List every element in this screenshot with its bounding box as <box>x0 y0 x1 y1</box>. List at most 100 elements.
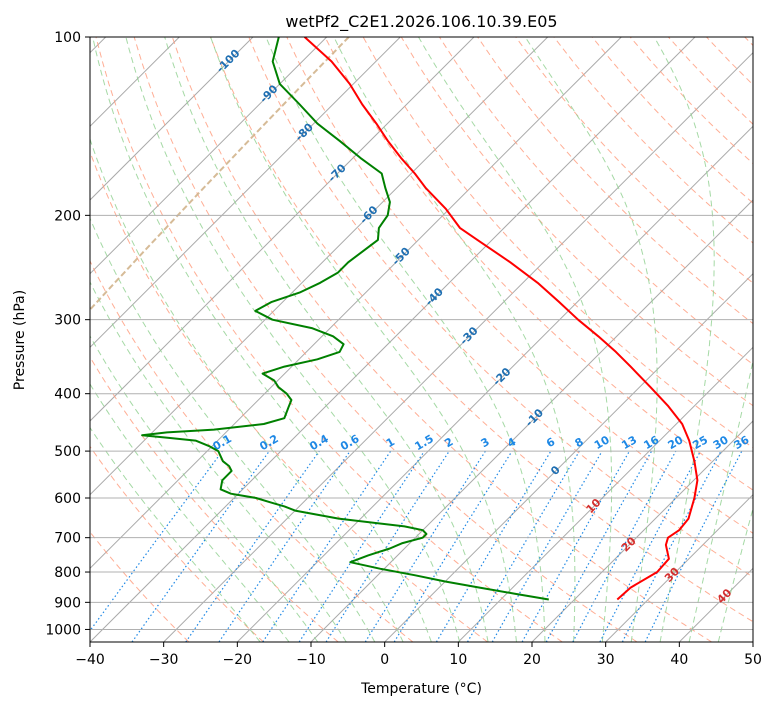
dry-adiabat-line <box>668 37 753 125</box>
x-tick-label: −30 <box>149 652 179 668</box>
moist-adiabat-line <box>90 137 404 642</box>
isotherm-label: -60 <box>357 203 380 226</box>
moist-adiabat-line <box>90 280 347 642</box>
mixing-ratio-label: 0.6 <box>338 432 362 453</box>
dry-adiabat-line <box>248 37 753 578</box>
moist-adiabat-line <box>210 37 517 642</box>
plot-frame <box>89 36 754 643</box>
moist-adiabat-line <box>717 506 753 642</box>
mixing-ratio-label: 0.1 <box>210 432 233 453</box>
mixing-ratio-line <box>262 450 392 642</box>
dry-adiabat-line <box>706 37 753 86</box>
mixing-ratio-label-text: 16 <box>641 433 661 452</box>
isotherm-line <box>90 37 328 275</box>
mixing-ratio-label-text: 13 <box>619 433 639 452</box>
mixing-ratio-label-text: 4 <box>505 435 518 450</box>
mixing-ratio-label: 6 <box>544 435 557 450</box>
y-tick-label: 1000 <box>45 622 81 638</box>
mixing-ratio-line <box>393 450 513 642</box>
pressure-gridlines <box>90 37 753 630</box>
mixing-ratio-line <box>435 450 552 642</box>
mixing-ratio-label: 30 <box>711 433 731 452</box>
mixing-ratio-label: 20 <box>666 433 686 452</box>
axis-ticks: −40 −30 −20 −10 0 10 20 30 40 5010020030040050060… <box>45 30 762 668</box>
y-tick-label: 100 <box>54 30 81 46</box>
moist-adiabat-line <box>653 37 715 642</box>
mixing-ratio-label: 4 <box>505 435 518 450</box>
moist-adiabat-line <box>90 217 376 642</box>
moist-adiabat-line <box>265 37 546 642</box>
isotherm-line <box>90 37 475 422</box>
mixing-ratio-line <box>521 450 631 642</box>
mixing-ratio-label: 1.5 <box>412 432 435 453</box>
moist-adiabat-line <box>90 383 290 642</box>
mixing-ratio-label: 1 <box>384 435 397 450</box>
mixing-ratio-line <box>185 450 320 642</box>
mixing-ratio-label-text: 30 <box>711 433 731 452</box>
x-tick-label: −10 <box>296 652 326 668</box>
mixing-ratio-line <box>644 450 743 642</box>
mixing-ratio-label-text: 1.5 <box>412 432 435 453</box>
isotherm-line <box>678 567 753 642</box>
mixing-ratio-label: 2 <box>442 435 455 450</box>
mixing-ratio-line <box>298 450 425 642</box>
background-lines <box>90 37 753 642</box>
y-tick-label: 400 <box>54 387 81 403</box>
mixing-ratio-line <box>90 450 223 632</box>
dry-adiabat-line <box>133 37 638 642</box>
moist-adiabat-line <box>90 335 319 642</box>
mixing-ratio-line <box>364 450 486 642</box>
mixing-ratio-line <box>599 450 702 642</box>
moist-adiabat-label: 30 <box>662 565 682 585</box>
y-tick-label: 500 <box>54 444 81 460</box>
isotherm-line <box>236 125 753 642</box>
x-tick-label: 20 <box>523 652 541 668</box>
dry-adiabat-line <box>591 37 753 204</box>
x-tick-label: −20 <box>223 652 253 668</box>
mixing-ratio-label: 16 <box>641 433 661 452</box>
temperature-profile-line <box>303 37 699 601</box>
mixing-ratio-label: 0.4 <box>307 432 331 453</box>
dry-adiabat-line <box>90 259 414 642</box>
mixing-ratio-label: 36 <box>732 433 752 452</box>
x-tick-label: −40 <box>75 652 105 668</box>
isotherm-line <box>163 51 753 642</box>
y-axis-title: Pressure (hPa) <box>12 290 28 390</box>
isotherm-line <box>90 37 696 642</box>
moist-adiabat-line <box>524 37 658 642</box>
isotherm-line <box>90 37 622 570</box>
mixing-ratio-line <box>218 450 351 642</box>
y-tick-label: 900 <box>54 595 81 611</box>
moist-adiabat-line <box>90 426 261 642</box>
x-tick-label: 0 <box>380 652 389 668</box>
chart-title: wetPf2_C2E1.2026.106.10.39.E05 <box>285 12 557 32</box>
moist-adiabat-line <box>164 37 489 642</box>
mixing-ratio-label-text: 0.2 <box>257 432 280 453</box>
dry-adiabat-line <box>324 37 753 491</box>
dry-adiabat-line <box>210 37 753 623</box>
isotherm-line <box>531 420 753 642</box>
dry-adiabat-line <box>90 531 190 642</box>
dry-adiabat-line <box>90 150 488 642</box>
mixing-ratio-line <box>131 450 270 642</box>
mixing-ratio-label: 13 <box>619 433 639 452</box>
mixing-ratio-line <box>572 450 677 642</box>
mixing-ratio-label-text: 25 <box>690 433 710 452</box>
mixing-ratio-label: 3 <box>479 435 492 450</box>
mixing-ratio-line <box>325 450 450 642</box>
mixing-ratio-label-text: 0.1 <box>210 432 233 453</box>
isotherm-line <box>90 37 549 496</box>
mixing-ratio-label: 25 <box>690 433 710 452</box>
mixing-ratio-label-text: 1 <box>384 435 397 450</box>
mixing-ratio-label-text: 10 <box>592 433 612 452</box>
sounding-series <box>141 37 699 601</box>
mixing-ratio-label: 0.2 <box>257 432 280 453</box>
isotherm-line <box>90 37 254 201</box>
reference-curve <box>90 37 350 312</box>
x-tick-label: 40 <box>670 652 688 668</box>
mixing-ratio-label-text: 2 <box>442 435 455 450</box>
mixing-ratio-label-text: 3 <box>479 435 492 450</box>
dry-adiabat-line <box>171 37 712 642</box>
mixing-ratio-label-text: 0.4 <box>307 432 331 453</box>
